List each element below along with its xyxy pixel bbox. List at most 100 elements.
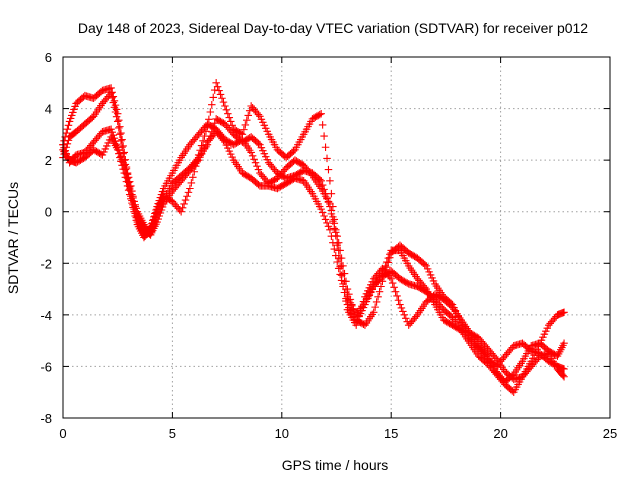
data-point — [209, 93, 217, 102]
data-point — [125, 190, 134, 199]
data-point — [116, 153, 124, 162]
data-point — [320, 212, 328, 220]
data-point — [124, 186, 133, 194]
data-point — [543, 324, 552, 332]
chart-title: Day 148 of 2023, Sidereal Day-to-day VTE… — [78, 20, 588, 36]
data-point — [324, 222, 333, 231]
data-point — [111, 108, 120, 116]
data-point — [226, 150, 235, 158]
data-point — [263, 155, 271, 164]
data-point — [356, 307, 365, 315]
data-point — [178, 204, 187, 212]
data-point — [423, 265, 432, 273]
data-point — [241, 121, 250, 129]
data-point — [326, 177, 334, 185]
data-point — [122, 177, 131, 186]
data-point — [403, 279, 411, 287]
data-point — [237, 129, 245, 138]
data-point — [315, 110, 324, 119]
y-tick-label: -2 — [40, 256, 52, 271]
data-point — [359, 320, 368, 329]
data-point — [254, 165, 263, 174]
data-point — [324, 198, 333, 207]
data-point — [107, 125, 115, 133]
data-point — [117, 157, 125, 166]
data-point — [560, 308, 568, 317]
data-point — [208, 100, 216, 109]
data-point — [375, 287, 384, 296]
data-point — [353, 316, 362, 325]
data-point — [559, 371, 567, 380]
series-track-3 — [59, 125, 568, 384]
axes: 0 5 10 15 20 25 -8 -6 -4 -2 0 2 4 6 — [40, 50, 617, 441]
data-point — [399, 307, 407, 316]
data-point — [222, 106, 231, 114]
data-point — [183, 192, 191, 200]
data-point — [560, 339, 568, 347]
data-point — [334, 246, 343, 255]
data-point — [152, 208, 160, 217]
y-tick-label: 2 — [45, 153, 52, 168]
data-point — [345, 296, 353, 304]
data-point — [336, 270, 344, 279]
data-point — [321, 143, 330, 151]
y-tick-label: 4 — [45, 102, 52, 117]
data-point — [64, 121, 73, 130]
data-point — [263, 127, 271, 136]
data-point — [216, 90, 225, 99]
data-point — [184, 188, 193, 197]
data-point — [177, 207, 185, 216]
data-point — [317, 177, 325, 185]
data-point — [323, 219, 331, 227]
data-point — [425, 268, 433, 276]
data-point — [65, 117, 74, 126]
data-point — [397, 304, 406, 312]
data-point — [62, 129, 71, 137]
data-point — [385, 250, 394, 259]
data-point — [191, 162, 200, 170]
data-point — [145, 227, 154, 235]
data-point — [117, 129, 125, 137]
data-point — [318, 208, 327, 217]
data-point — [103, 142, 111, 150]
data-point — [221, 102, 229, 110]
data-point — [131, 212, 139, 220]
data-point — [254, 180, 263, 189]
data-point — [196, 146, 204, 155]
data-point — [119, 142, 127, 150]
data-point — [384, 254, 393, 262]
plot-frame — [62, 56, 611, 419]
data-point — [387, 275, 395, 283]
data-point — [400, 311, 409, 319]
data-point — [116, 122, 124, 131]
data-point — [262, 124, 270, 133]
data-point — [189, 173, 197, 182]
data-point — [250, 155, 258, 164]
data-point — [221, 138, 229, 146]
data-point — [98, 151, 107, 159]
data-point — [334, 254, 343, 262]
data-point — [209, 123, 217, 132]
data-point — [110, 103, 119, 112]
data-point — [128, 199, 136, 207]
data-point — [210, 119, 219, 127]
data-point — [540, 330, 549, 338]
data-point — [215, 86, 223, 95]
data-point — [336, 262, 344, 271]
data-point — [531, 348, 540, 356]
data-point — [244, 111, 253, 120]
data-point — [113, 146, 122, 154]
data-point — [121, 173, 130, 182]
data-point — [320, 132, 328, 140]
data-point — [330, 245, 339, 253]
data-point — [225, 113, 234, 122]
data-point — [361, 293, 369, 301]
y-tick-label: -6 — [40, 359, 52, 374]
data-point — [200, 132, 209, 140]
data-point — [402, 314, 410, 323]
data-point — [212, 79, 220, 87]
data-point — [420, 260, 429, 269]
data-point — [259, 118, 267, 127]
data-point — [355, 311, 363, 320]
